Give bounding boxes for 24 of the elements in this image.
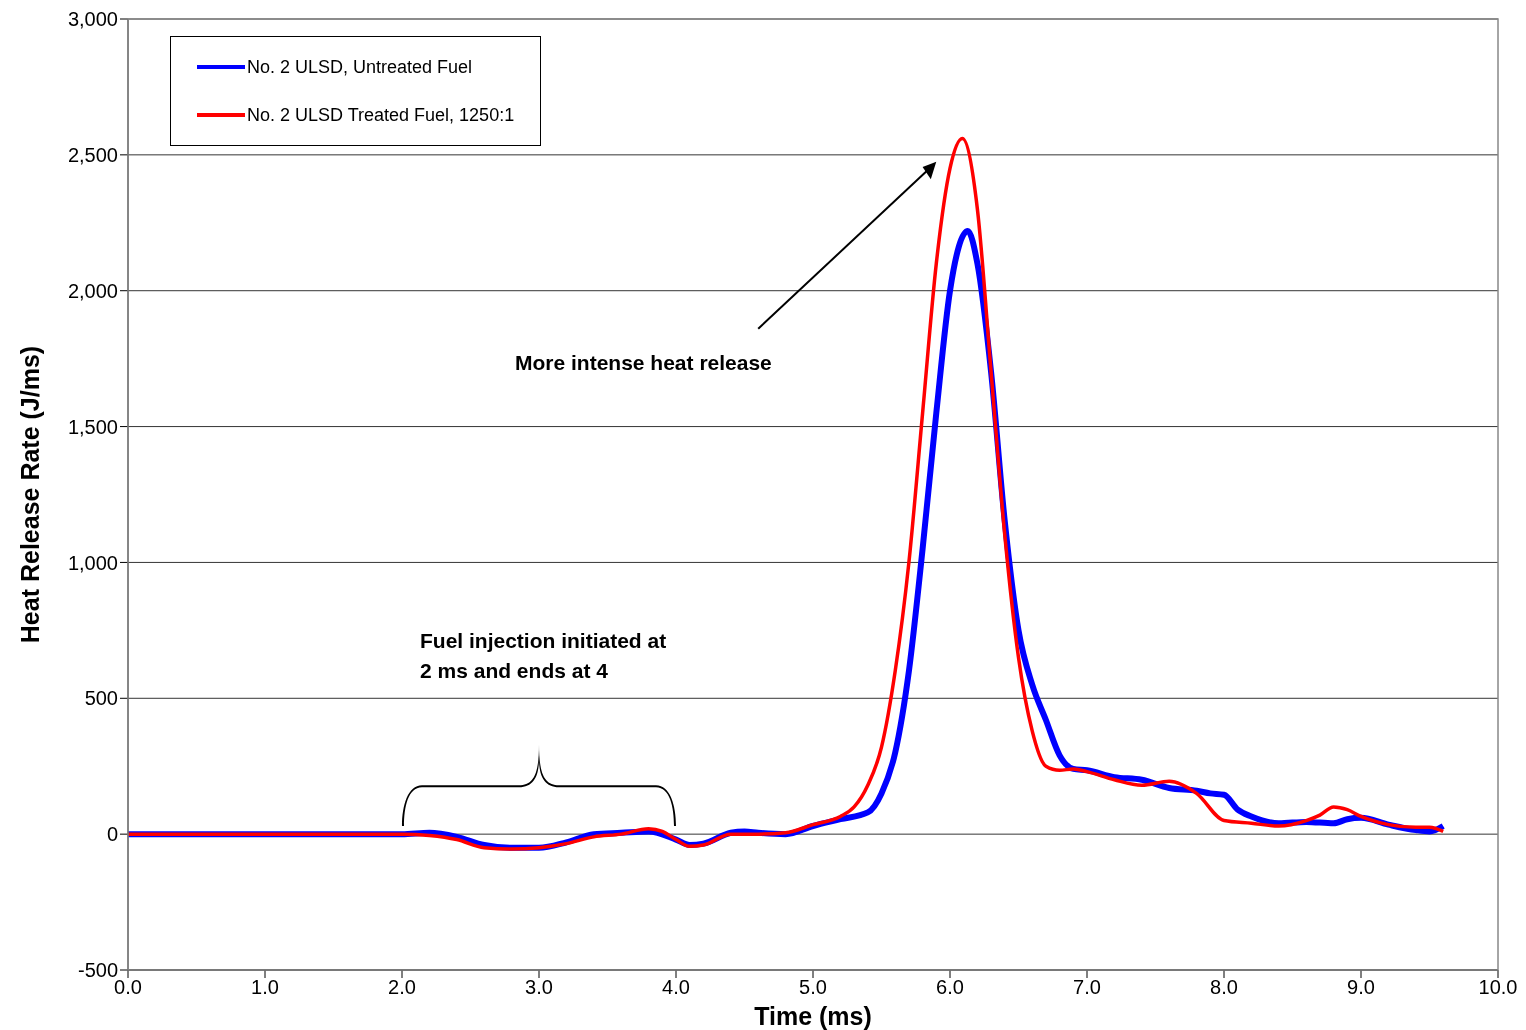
y-axis-title: Heat Release Rate (J/ms)	[15, 345, 44, 644]
y-tick-label: 500	[84, 687, 118, 710]
x-tick-label: 10.0	[1478, 976, 1518, 999]
annotation: Fuel injection initiated at 2 ms and ends at 4	[420, 628, 668, 684]
x-tick-label: 3.0	[525, 976, 553, 999]
x-tick-label: 8.0	[1210, 976, 1238, 999]
y-tick-label: 0	[106, 823, 118, 846]
legend-label: No. 2 ULSD, Untreated Fuel	[247, 56, 473, 78]
annotation: More intense heat release	[515, 350, 773, 376]
x-axis-title: Time (ms)	[753, 1002, 873, 1030]
x-tick-label: 1.0	[251, 976, 279, 999]
x-tick-label: 2.0	[388, 976, 416, 999]
x-tick-label: 5.0	[799, 976, 827, 999]
x-tick-label: 7.0	[1073, 976, 1101, 999]
legend-label: No. 2 ULSD Treated Fuel, 1250:1	[247, 104, 515, 126]
x-tick-label: 9.0	[1347, 976, 1375, 999]
x-tick-label: 6.0	[936, 976, 964, 999]
y-tick-label: 2,000	[67, 279, 118, 302]
x-tick-label: 4.0	[662, 976, 690, 999]
y-tick-label: 2,500	[67, 143, 118, 166]
y-tick-label: 3,000	[67, 8, 118, 31]
y-tick-label: 1,500	[67, 415, 118, 438]
x-tick-label: 0.0	[114, 976, 142, 999]
y-tick-label: 1,000	[67, 551, 118, 574]
